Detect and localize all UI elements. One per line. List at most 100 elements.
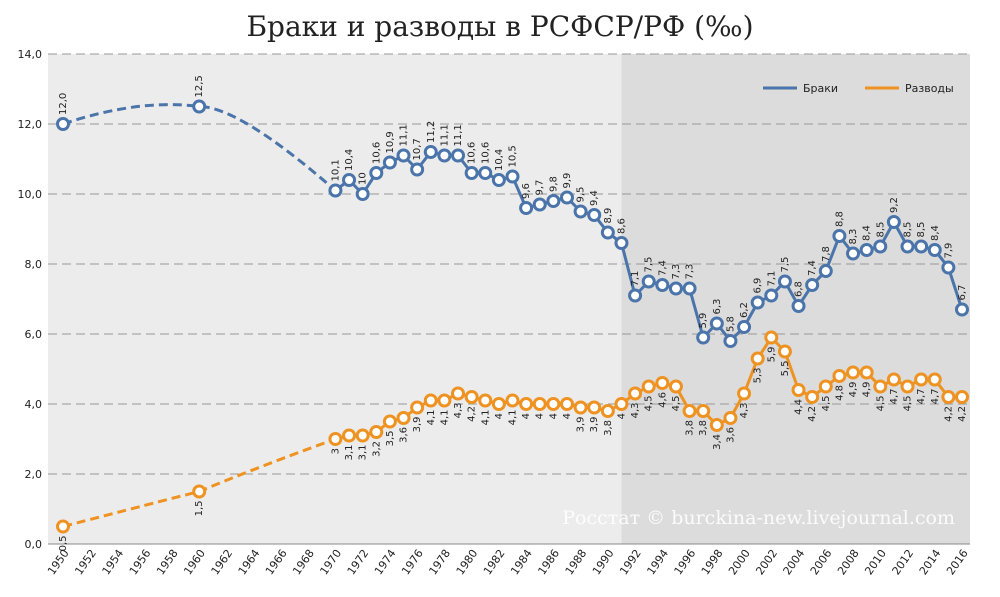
x-tick-label: 1956 [127,547,154,577]
data-label: 3,8 [603,420,614,436]
data-point [750,351,765,366]
x-tick-label: 1984 [508,547,535,577]
data-label: 4,5 [875,396,886,412]
data-point [328,432,343,446]
data-label: 6,9 [753,278,764,294]
data-label: 3,8 [685,420,696,436]
data-point [519,397,534,411]
x-tick-label: 2010 [862,547,889,577]
data-label: 3,1 [358,445,369,461]
data-point [668,281,683,296]
x-tick-label: 1954 [100,547,127,577]
data-point [410,400,425,415]
data-label: 9,6 [521,183,532,199]
x-tick-label: 1976 [399,547,426,577]
data-label: 10,7 [412,138,423,160]
data-label: 4 [535,413,546,419]
data-label: 5,9 [698,313,709,329]
data-label: 9,2 [889,197,900,213]
x-tick-label: 1970 [317,547,344,577]
data-label: 3,2 [371,441,382,457]
data-label: 8,6 [616,218,627,234]
data-point [927,372,942,387]
data-point [900,239,915,254]
data-point [614,236,629,250]
data-label: 4,2 [957,406,968,422]
data-label: 7,3 [685,264,696,280]
data-point [437,393,452,408]
data-point [655,278,670,292]
data-point [873,379,888,394]
x-tick-label: 1962 [208,547,235,577]
data-point [941,260,956,275]
data-label: 0,5 [58,536,69,552]
data-point [505,169,520,184]
data-label: 5,9 [766,347,777,363]
data-label: 7,3 [671,264,682,280]
data-point [491,173,506,187]
data-label: 4,1 [439,410,450,426]
data-label: 3,4 [712,434,723,450]
legend: Браки Разводы [763,82,954,95]
chart-title: Браки и разводы в РСФСР/РФ (‰) [246,10,754,43]
x-tick-label: 2000 [726,547,753,577]
legend-label: Разводы [905,82,954,95]
data-point [600,404,615,418]
data-label: 4,1 [508,410,519,426]
data-point [832,229,847,243]
data-point [764,288,779,303]
data-point [955,390,969,404]
data-label: 8,5 [903,222,914,238]
data-point [955,302,969,317]
data-label: 11,1 [439,124,450,146]
data-point [682,281,697,296]
data-point [382,155,397,170]
data-label: 10,5 [508,145,519,167]
series-divorces: 0,51,53 3,1 3,1 3,23,5 3,63,9 4,1 4,1 4,3 4,2 4,1… [56,330,969,552]
data-point [941,390,956,404]
data-point [491,397,506,411]
data-label: 6,8 [794,281,805,297]
data-label: 4,9 [848,382,859,398]
data-label: 8,9 [603,208,614,224]
data-point [342,173,357,187]
x-tick-label: 1958 [154,547,181,577]
x-tick-label: 1988 [563,547,590,577]
data-label: 8,4 [862,225,873,241]
x-tick-label: 1966 [263,547,290,577]
data-label: 5,3 [753,368,764,384]
data-label: 9,9 [562,173,573,189]
data-label: 6,3 [712,299,723,315]
data-label: 3 [330,448,341,454]
y-tick-label: 4,0 [25,398,43,411]
data-label: 5,5 [780,361,791,377]
data-label: 4,8 [834,385,845,401]
data-point [369,166,384,180]
data-label: 4,1 [480,410,491,426]
data-point [355,187,370,201]
data-point [846,246,861,261]
y-tick-label: 14,0 [18,48,43,61]
data-point [818,264,833,278]
data-label: 4,3 [630,403,641,419]
data-label: 4,1 [426,410,437,426]
data-point [737,386,752,401]
watermark: Росстат © burckina-new.livejournal.com [562,507,955,529]
data-label: 3,9 [576,417,587,433]
data-point [505,393,520,408]
data-label: 4,2 [943,406,954,422]
data-point [546,397,561,411]
data-point [328,183,343,198]
data-point [573,204,588,219]
data-label: 9,7 [535,180,546,196]
data-label: 4 [494,413,505,419]
data-label: 3,6 [725,427,736,443]
data-point [777,344,792,359]
data-point [859,243,874,257]
data-point [600,225,615,240]
y-tick-label: 2,0 [25,468,43,481]
data-label: 4,4 [794,399,805,415]
y-tick-label: 0,0 [25,538,43,551]
data-point [818,379,833,394]
